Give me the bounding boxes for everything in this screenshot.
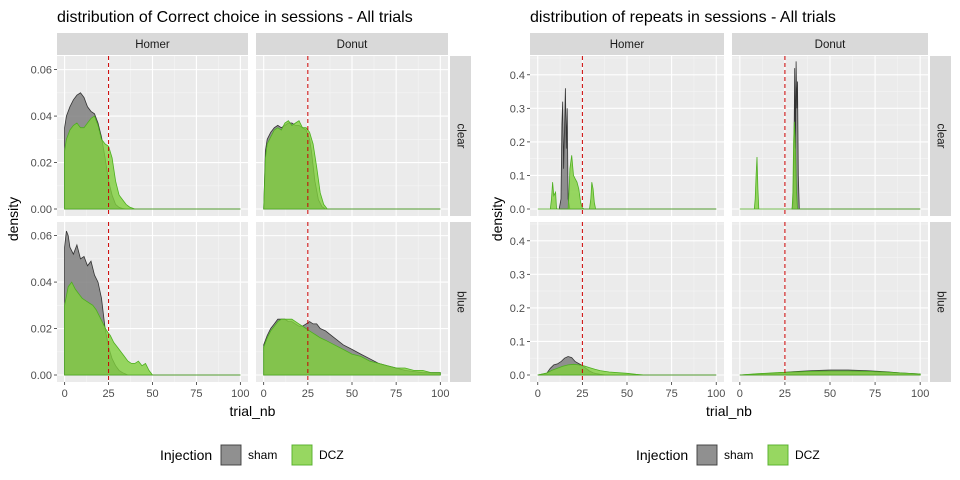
legend-label-sham: sham <box>248 448 277 462</box>
col-strip-label: Donut <box>815 39 846 51</box>
y-tick-label: 0.1 <box>510 170 525 182</box>
x-tick-label: 0 <box>261 388 267 400</box>
legend-label-DCZ: DCZ <box>319 448 344 462</box>
y-tick-label: 0.04 <box>31 111 52 123</box>
col-strip <box>732 33 928 55</box>
facet-chart-2: distribution of repeats in sessions - Al… <box>489 9 951 466</box>
legend-label-sham: sham <box>724 448 753 462</box>
legend: Injection sham DCZ <box>160 444 344 466</box>
x-axis-title: trial_nb <box>230 403 276 419</box>
col-strip-label: Homer <box>610 39 645 51</box>
y-tick-label: 0.2 <box>510 303 525 315</box>
legend-key-DCZ <box>767 444 789 466</box>
x-tick-label: 50 <box>146 388 158 400</box>
row-strip <box>930 222 951 382</box>
panel-homer-blue: 0.00 0.02 0.04 0.06 0 25 50 75 100 <box>31 222 250 400</box>
row-strip <box>930 56 951 216</box>
panel-donut-blue: 0 25 50 75 100 <box>256 222 449 400</box>
density-area-DCZ <box>537 155 717 210</box>
row-strip-label: clear <box>454 124 466 149</box>
y-axis-title: density <box>489 197 505 241</box>
panel-donut-clear <box>256 56 448 216</box>
x-tick-label: 0 <box>737 388 743 400</box>
y-tick-label: 0.0 <box>510 204 525 216</box>
x-tick-label: 25 <box>102 388 114 400</box>
col-strip <box>530 33 724 55</box>
x-tick-label: 0 <box>62 388 68 400</box>
y-tick-label: 0.3 <box>510 103 525 115</box>
x-tick-label: 0 <box>535 388 541 400</box>
legend-title: Injection <box>636 447 688 463</box>
density-area-DCZ <box>739 370 921 376</box>
x-tick-label: 75 <box>190 388 202 400</box>
x-tick-label: 75 <box>665 388 677 400</box>
row-strip <box>450 56 471 216</box>
y-tick-label: 0.02 <box>31 324 52 336</box>
legend-key-sham <box>220 444 242 466</box>
x-tick-label: 50 <box>824 388 836 400</box>
y-tick-label: 0.06 <box>31 65 52 77</box>
x-tick-label: 75 <box>869 388 881 400</box>
panel-donut-clear <box>732 56 928 216</box>
legend: Injection sham DCZ <box>636 444 820 466</box>
row-strip-label: clear <box>934 124 946 149</box>
row-strip <box>450 222 471 382</box>
x-tick-label: 25 <box>302 388 314 400</box>
chart-title: distribution of Correct choice in sessio… <box>57 9 413 26</box>
row-strip-label: blue <box>454 291 466 313</box>
y-tick-label: 0.3 <box>510 269 525 281</box>
y-axis-title: density <box>5 197 21 241</box>
col-strip-label: Homer <box>135 39 170 51</box>
panel-homer-blue: 0.0 0.1 0.2 0.3 0.4 0 25 50 75 100 <box>510 222 725 400</box>
y-tick-label: 0.04 <box>31 277 52 289</box>
y-tick-label: 0.00 <box>31 370 52 382</box>
y-tick-label: 0.4 <box>510 236 525 248</box>
col-strip <box>256 33 448 55</box>
y-tick-label: 0.1 <box>510 336 525 348</box>
chart-title: distribution of repeats in sessions - Al… <box>530 9 836 26</box>
legend-label-DCZ: DCZ <box>795 448 820 462</box>
y-tick-label: 0.0 <box>510 370 525 382</box>
legend-title: Injection <box>160 447 212 463</box>
density-area-DCZ <box>739 121 921 210</box>
col-strip-label: Donut <box>337 39 368 51</box>
x-tick-label: 100 <box>231 388 249 400</box>
x-tick-label: 75 <box>390 388 402 400</box>
legend-key-sham <box>696 444 718 466</box>
x-tick-label: 100 <box>707 388 725 400</box>
y-tick-label: 0.2 <box>510 137 525 149</box>
panel-homer-clear: 0.00 0.02 0.04 0.06 <box>31 56 248 216</box>
x-axis-title: trial_nb <box>706 403 752 419</box>
x-tick-label: 100 <box>911 388 929 400</box>
y-tick-label: 0.00 <box>31 204 52 216</box>
y-tick-label: 0.06 <box>31 231 52 243</box>
x-tick-label: 25 <box>576 388 588 400</box>
y-tick-label: 0.02 <box>31 158 52 170</box>
panel-donut-blue: 0 25 50 75 100 <box>732 222 929 400</box>
row-strip-label: blue <box>934 291 946 313</box>
x-tick-label: 100 <box>431 388 449 400</box>
y-tick-label: 0.4 <box>510 70 525 82</box>
density-area-DCZ <box>263 318 441 376</box>
panel-homer-clear: 0.0 0.1 0.2 0.3 0.4 <box>510 56 724 216</box>
col-strip <box>57 33 248 55</box>
facet-chart-1: distribution of Correct choice in sessio… <box>5 9 471 466</box>
legend-key-DCZ <box>291 444 313 466</box>
x-tick-label: 25 <box>779 388 791 400</box>
x-tick-label: 50 <box>621 388 633 400</box>
x-tick-label: 50 <box>346 388 358 400</box>
